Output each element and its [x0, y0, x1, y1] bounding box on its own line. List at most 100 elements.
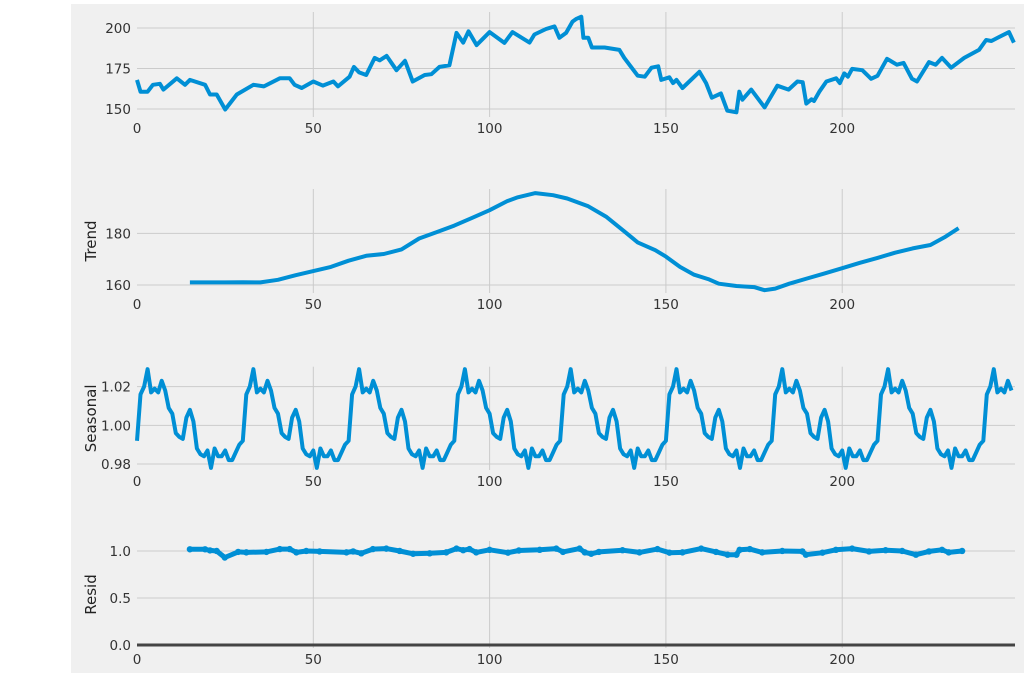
- resid-axes: 0 50 100 150 200 0.0 0.5 1.0 Resid: [82, 541, 1015, 668]
- x-tick-label: 100: [477, 474, 503, 490]
- resid-point: [912, 551, 920, 558]
- y-tick-label: 200: [105, 21, 131, 37]
- resid-point: [213, 547, 220, 555]
- x-tick-label: 200: [829, 652, 855, 668]
- resid-point: [515, 547, 523, 554]
- x-tick-label: 200: [829, 297, 855, 313]
- x-tick-label: 50: [305, 121, 322, 137]
- resid-point: [819, 549, 826, 556]
- resid-point: [316, 548, 323, 555]
- resid-point: [221, 554, 228, 561]
- resid-point: [293, 549, 300, 556]
- resid-point: [486, 546, 493, 554]
- resid-point: [779, 547, 786, 555]
- seasonal-line: [135, 367, 1014, 470]
- x-tick-label: 0: [133, 474, 142, 490]
- resid-point: [733, 551, 740, 558]
- resid-point: [369, 545, 377, 553]
- trend-line: [189, 191, 960, 293]
- y-tick-label: 1.02: [101, 380, 131, 396]
- x-tick-label: 0: [133, 652, 142, 668]
- resid-point: [349, 548, 357, 555]
- resid-point: [882, 547, 889, 554]
- resid-point: [581, 549, 589, 556]
- resid-point: [276, 545, 284, 553]
- resid-point: [587, 550, 595, 557]
- resid-point: [263, 548, 270, 556]
- resid-point: [466, 545, 473, 553]
- resid-point: [712, 548, 720, 556]
- resid-point: [945, 549, 952, 556]
- resid-point: [832, 546, 840, 554]
- x-tick-label: 150: [653, 474, 679, 490]
- y-tick-label: 0.98: [101, 457, 131, 473]
- resid-point: [186, 546, 194, 553]
- x-tick-label: 150: [653, 121, 679, 137]
- resid-point: [898, 547, 906, 555]
- resid-point: [636, 549, 643, 556]
- resid-point: [206, 547, 214, 554]
- x-tick-label: 100: [477, 121, 503, 137]
- y-tick-label: 180: [105, 226, 131, 242]
- resid-point: [559, 548, 567, 556]
- resid-ylabel: Resid: [82, 574, 100, 614]
- resid-point: [473, 549, 480, 556]
- resid-point: [848, 545, 856, 552]
- resid-point: [724, 551, 731, 558]
- resid-point: [426, 550, 433, 557]
- resid-point: [303, 547, 310, 555]
- resid-point: [409, 550, 417, 557]
- resid-point: [536, 546, 543, 554]
- observed-line: [135, 14, 1016, 115]
- x-tick-label: 100: [477, 297, 503, 313]
- resid-point: [865, 548, 873, 555]
- resid-point: [654, 545, 661, 553]
- resid-point: [234, 548, 242, 556]
- resid-point: [459, 547, 467, 554]
- resid-point: [679, 549, 686, 556]
- y-tick-label: 150: [105, 102, 131, 118]
- resid-point: [201, 546, 209, 553]
- x-tick-label: 100: [477, 652, 503, 668]
- figure-background: [71, 4, 1024, 673]
- y-tick-label: 1.0: [110, 544, 131, 560]
- trend-ylabel: Trend: [82, 220, 100, 262]
- x-tick-label: 150: [653, 297, 679, 313]
- resid-point: [736, 546, 743, 554]
- trend-axes: 0 50 100 150 200 160 180 Trend: [82, 189, 1015, 313]
- resid-point: [619, 547, 626, 554]
- resid-point: [243, 549, 250, 556]
- y-tick-label: 0.0: [110, 638, 131, 654]
- resid-point: [802, 551, 810, 558]
- x-tick-label: 50: [305, 474, 322, 490]
- resid-point: [358, 550, 365, 557]
- resid-point: [595, 548, 603, 556]
- resid-point: [343, 549, 350, 556]
- x-tick-label: 0: [133, 121, 142, 137]
- x-tick-label: 200: [829, 474, 855, 490]
- resid-point: [938, 546, 946, 554]
- resid-point: [958, 547, 966, 555]
- y-tick-label: 0.5: [110, 591, 131, 607]
- y-tick-label: 1.00: [101, 418, 131, 434]
- resid-point: [746, 545, 754, 553]
- resid-point: [443, 549, 450, 556]
- resid-point: [553, 545, 560, 552]
- resid-point: [576, 545, 583, 552]
- resid-point: [383, 545, 390, 552]
- resid-point: [453, 545, 460, 552]
- resid-point: [504, 549, 512, 556]
- resid-point: [697, 545, 705, 552]
- resid-point: [286, 545, 293, 553]
- resid-point: [666, 549, 673, 556]
- x-tick-label: 50: [305, 297, 322, 313]
- resid-point: [396, 547, 403, 555]
- observed-axes: 0 50 100 150 200 150 175 200: [105, 12, 1016, 137]
- y-tick-label: 160: [105, 278, 131, 294]
- x-tick-label: 200: [829, 121, 855, 137]
- seasonal-ylabel: Seasonal: [82, 384, 100, 452]
- resid-point: [925, 548, 933, 555]
- resid-point: [758, 549, 766, 556]
